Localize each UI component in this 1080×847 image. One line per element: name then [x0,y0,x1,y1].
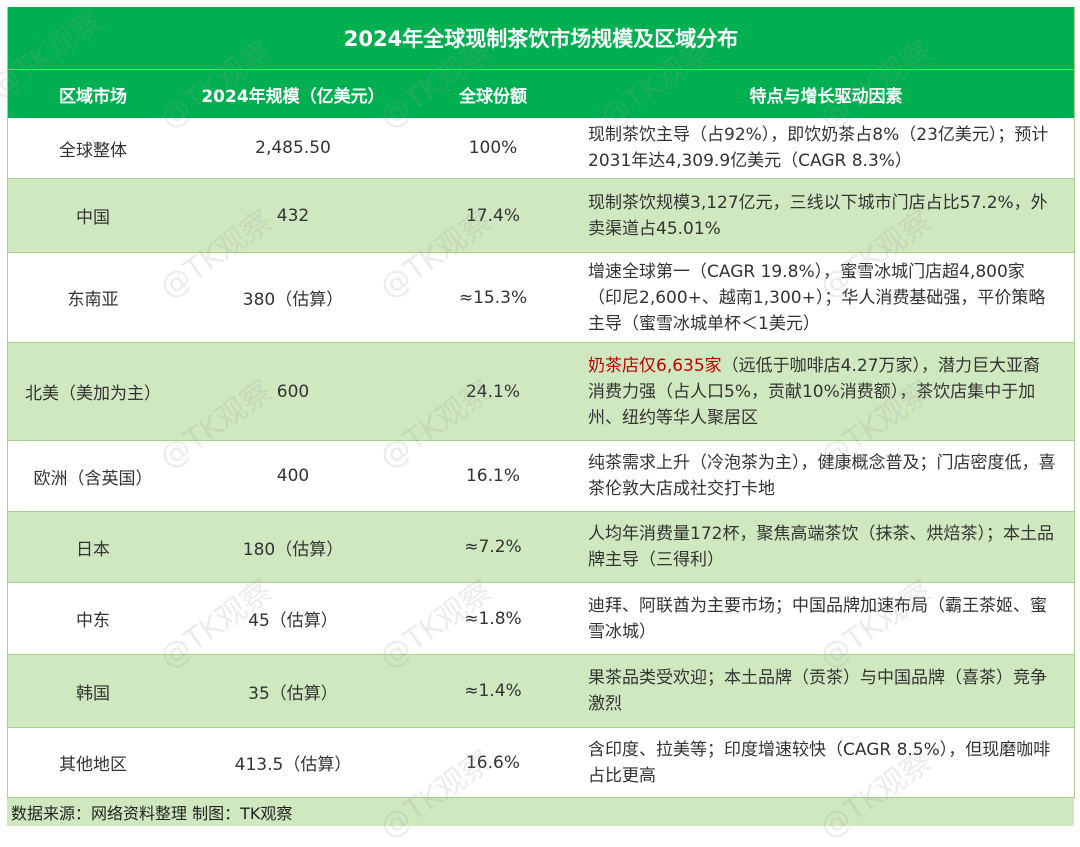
table-title: 2024年全球现制茶饮市场规模及区域分布 [8,7,1074,70]
table-row: 日本 180（估算） ≈7.2% 人均年消费量172杯，聚焦高端茶饮（抹茶、烘焙… [8,512,1074,583]
header-size: 2024年规模（亿美元） [201,86,385,107]
header-region: 区域市场 [59,86,127,107]
size-cell: 2,485.50 [255,138,331,158]
size-cell: 432 [276,205,310,226]
table-row: 东南亚 380（估算） ≈15.3% 增速全球第一（CAGR 19.8%），蜜雪… [8,253,1074,343]
table-row: 北美（美加为主） 600 24.1% 奶茶店仅6,635家（远低于咖啡店4.27… [8,343,1074,441]
share-cell: 16.6% [465,752,520,773]
table-row: 全球整体 2,485.50 100% 现制茶饮主导（占92%），即饮奶茶占8%（… [8,118,1074,179]
highlight-text: 奶茶店仅6,635家 [588,355,722,376]
table-row: 中东 45（估算） ≈1.8% 迪拜、阿联酋为主要市场；中国品牌加速布局（霸王茶… [8,583,1074,655]
region-cell: 中东 [76,611,110,631]
table-header: 区域市场 2024年规模（亿美元） 全球份额 特点与增长驱动因素 [8,70,1074,118]
region-cell: 日本 [76,539,110,560]
region-cell: 全球整体 [59,140,127,161]
share-cell: ≈1.4% [464,681,522,701]
desc-text: （远低于咖啡店4.27万家），潜力巨大亚裔消费力强（占人口5%，贡献10%消费额… [588,355,1041,428]
desc-cell: 果茶品类受欢迎；本土品牌（贡茶）与中国品牌（喜茶）竞争激烈 [588,668,1047,714]
share-cell: 100% [468,138,518,158]
size-cell: 180（估算） [242,539,344,560]
market-table: 2024年全球现制茶饮市场规模及区域分布 区域市场 2024年规模（亿美元） 全… [7,7,1075,798]
region-cell: 北美（美加为主） [25,384,161,404]
share-cell: 16.1% [465,466,520,486]
size-cell: 413.5（估算） [234,755,352,775]
desc-cell: 现制茶饮规模3,127亿元，三线以下城市门店占比57.2%，外卖渠道占45.01… [588,192,1048,239]
region-cell: 东南亚 [67,290,119,310]
share-cell: ≈7.2% [464,537,522,557]
share-cell: 24.1% [465,381,520,402]
source-footer: 数据来源：网络资料整理 制图：TK观察 [7,798,1074,826]
table-row: 其他地区 413.5（估算） 16.6% 含印度、拉美等；印度增速较快（CAGR… [8,728,1074,798]
table-row: 中国 432 17.4% 现制茶饮规模3,127亿元，三线以下城市门店占比57.… [8,179,1074,253]
desc-cell: 奶茶店仅6,635家（远低于咖啡店4.27万家），潜力巨大亚裔消费力强（占人口5… [578,343,1074,440]
region-cell: 其他地区 [59,755,127,775]
table-row: 韩国 35（估算） ≈1.4% 果茶品类受欢迎；本土品牌（贡茶）与中国品牌（喜茶… [8,655,1074,728]
size-cell: 45（估算） [248,611,338,631]
share-cell: ≈1.8% [464,608,522,629]
size-cell: 35（估算） [248,683,338,704]
size-cell: 400 [276,466,310,486]
table-row: 欧洲（含英国） 400 16.1% 纯茶需求上升（冷泡茶为主），健康概念普及；门… [8,441,1074,512]
desc-cell: 人均年消费量172杯，聚焦高端茶饮（抹茶、烘焙茶）；本土品牌主导（三得利） [588,524,1054,570]
share-cell: ≈15.3% [458,287,528,308]
region-cell: 中国 [76,208,110,228]
header-share: 全球份额 [459,86,527,107]
desc-cell: 现制茶饮主导（占92%），即饮奶茶占8%（23亿美元）；预计2031年达4,30… [588,125,1049,171]
desc-cell: 纯茶需求上升（冷泡茶为主），健康概念普及；门店密度低，喜茶伦敦大店成社交打卡地 [588,453,1056,499]
region-cell: 韩国 [76,683,110,704]
desc-cell: 增速全球第一（CAGR 19.8%），蜜雪冰城门店超4,800家（印尼2,600… [588,261,1046,334]
desc-cell: 含印度、拉美等；印度增速较快（CAGR 8.5%），但现磨咖啡占比更高 [588,739,1051,786]
size-cell: 600 [276,381,310,402]
region-cell: 欧洲（含英国） [33,468,153,489]
share-cell: 17.4% [465,205,520,226]
size-cell: 380（估算） [242,290,344,310]
header-drivers: 特点与增长驱动因素 [749,86,903,107]
desc-cell: 迪拜、阿联酋为主要市场；中国品牌加速布局（霸王茶姬、蜜雪冰城） [588,595,1047,642]
